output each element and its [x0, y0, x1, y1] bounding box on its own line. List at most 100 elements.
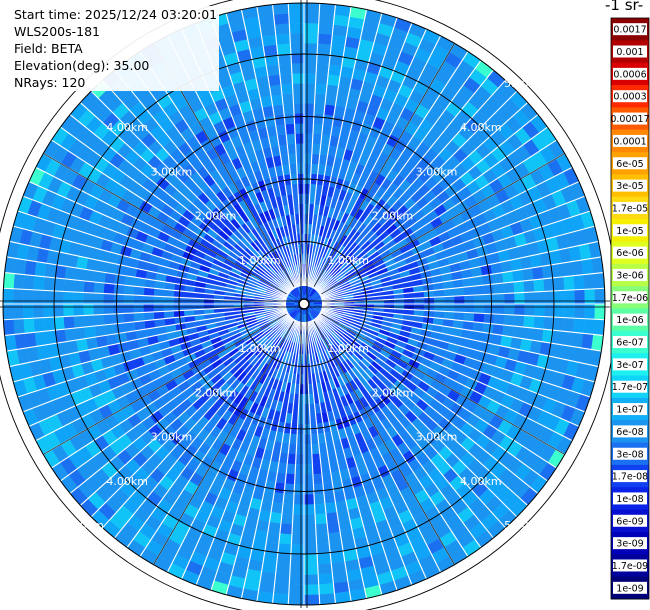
colorbar-tick-label: 3e-09	[616, 539, 643, 550]
ray-cell	[303, 32, 319, 44]
ray-cell	[573, 274, 585, 290]
colorbar-label-background	[613, 380, 647, 393]
ray-cell	[327, 64, 342, 77]
ray-cell	[53, 303, 64, 318]
ray-cell	[34, 261, 47, 277]
ray-gap	[210, 320, 299, 591]
ray-gap	[306, 321, 352, 602]
ray-cell	[33, 275, 45, 291]
ray-gap	[4, 305, 287, 337]
ray-cell	[533, 315, 545, 330]
ray-cell	[23, 274, 35, 290]
ray-gap	[308, 321, 383, 595]
ray-gap	[307, 9, 368, 287]
ray-cell	[269, 511, 283, 524]
ray-cell	[303, 484, 315, 495]
ray-cell	[594, 288, 606, 305]
ray-gap	[139, 51, 295, 290]
ray-cell	[23, 318, 35, 334]
ray-gap	[320, 309, 591, 398]
colorbar-label-background	[613, 470, 647, 483]
ray-gap	[102, 79, 293, 291]
ray-cell	[303, 133, 314, 144]
ray-cell	[303, 42, 318, 54]
ray-gap	[309, 17, 398, 288]
ray-cell	[524, 303, 535, 317]
ray-cell	[295, 454, 305, 465]
ray-cell	[83, 292, 94, 305]
range-ring-label: 5.00km	[62, 519, 104, 532]
ray-cell	[103, 282, 115, 295]
colorbar-tick-label: 1e-09	[616, 583, 643, 594]
ray-gap	[28, 181, 288, 298]
ray-gap	[317, 114, 539, 294]
ray-gap	[256, 321, 302, 602]
ray-gap	[317, 314, 539, 494]
ray-cell	[434, 303, 445, 312]
ray-cell	[273, 583, 290, 595]
ray-cell	[266, 531, 281, 544]
range-ring-label: 2.00km	[372, 210, 414, 223]
ray-cell	[273, 13, 290, 25]
ray-gap	[317, 315, 529, 506]
ray-cell	[24, 259, 37, 276]
ray-cell	[573, 318, 585, 334]
ray-cell	[513, 280, 525, 294]
ray-cell	[259, 24, 276, 37]
ray-cell	[584, 303, 596, 320]
ray-cell	[312, 123, 324, 135]
ray-cell	[93, 314, 105, 327]
colorbar: 0.0017 0.001 0.0006 0.0003 0.00017 0.0001 6e-0…	[610, 17, 650, 600]
ray-cell	[303, 524, 317, 535]
ray-cell	[317, 563, 333, 575]
ray-cell	[312, 473, 324, 485]
ray-cell	[283, 483, 295, 495]
ray-cell	[332, 24, 349, 37]
ray-gap	[51, 139, 290, 295]
instrument-text: WLS200s-181	[14, 24, 100, 39]
ray-cell	[3, 319, 15, 336]
ray-gap	[314, 69, 494, 291]
ray-cell	[303, 584, 320, 596]
ray-gap	[321, 271, 604, 303]
ray-gap	[309, 320, 398, 591]
ray-gap	[4, 271, 287, 303]
ray-cell	[278, 63, 293, 75]
ray-cell	[313, 483, 325, 495]
ray-cell	[281, 503, 294, 515]
range-ring-label: 5.00km	[504, 519, 546, 532]
ray-gap	[307, 321, 368, 599]
ray-cell	[274, 23, 290, 35]
ray-cell	[314, 503, 327, 515]
ray-gap	[17, 309, 288, 398]
colorbar-tick-label: 3e-07	[616, 360, 643, 371]
ray-cell	[290, 42, 305, 54]
ray-gap	[287, 321, 304, 605]
ray-cell	[564, 303, 576, 319]
colorbar-label-background	[613, 336, 647, 349]
ray-cell	[504, 292, 515, 305]
range-ring	[178, 178, 430, 430]
colorbar-label-background	[613, 112, 647, 125]
ray-cell	[113, 303, 124, 315]
ray-cell	[44, 263, 57, 278]
ray-gap	[271, 321, 303, 604]
ray-cell	[581, 333, 594, 350]
colorbar-tick-label: 6e-08	[616, 427, 643, 438]
ray-cell	[554, 303, 566, 318]
ray-cell	[293, 103, 305, 114]
start-time-text: Start time: 2025/12/24 03:20:01	[14, 7, 218, 22]
ray-cell	[263, 551, 278, 564]
colorbar-label-background	[613, 425, 647, 438]
ray-cell	[103, 293, 114, 305]
ray-gap	[321, 307, 599, 368]
ray-gap	[79, 102, 291, 293]
ray-cell	[444, 295, 455, 305]
ray-cell	[514, 292, 525, 305]
ray-cell	[332, 571, 349, 584]
ray-cell	[574, 289, 586, 305]
ray-cell	[303, 103, 315, 114]
ray-cell	[22, 289, 34, 305]
range-ring	[53, 53, 555, 555]
ray-cell	[551, 263, 564, 278]
